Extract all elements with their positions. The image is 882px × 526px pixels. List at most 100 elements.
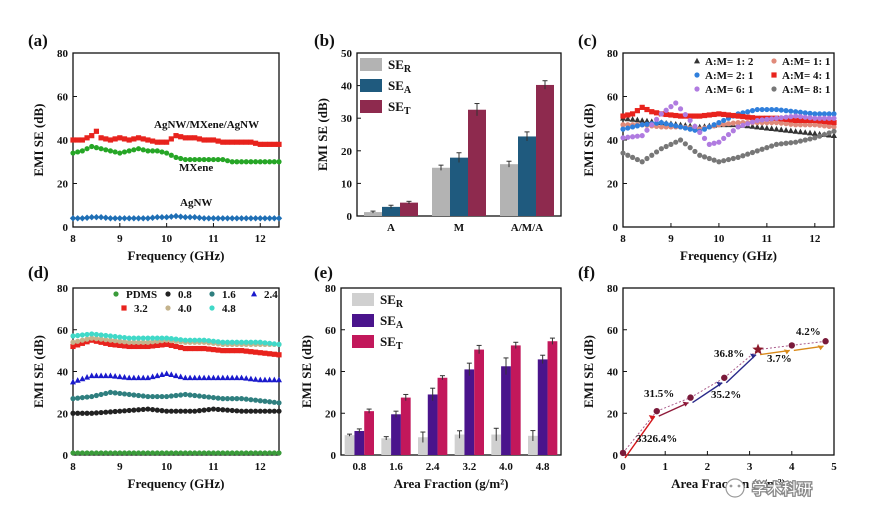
d-legend-label-5: 4.0 (178, 303, 192, 315)
panel-0-series-0-point-20 (164, 139, 170, 145)
panel-3-series-0-point-10 (117, 450, 123, 456)
panel-1-bar-2-1 (468, 109, 486, 216)
panel-3-series-3-point-29 (205, 374, 212, 381)
panel-3-series-4-point-18 (154, 342, 160, 349)
panel-2-series-2-point-29 (759, 106, 765, 113)
panel-0-series-1-point-14 (135, 146, 142, 152)
panel-0-series-2-point-44 (275, 215, 283, 222)
panel-1-category-label-1: M (454, 222, 465, 234)
panel-3-series-3-point-11 (121, 374, 128, 380)
panel-3-series-3-point-38 (247, 375, 254, 382)
panel-3-series-0-point-43 (271, 450, 277, 456)
panel-1-bar-0-1 (432, 167, 450, 216)
f-arrowhead-2 (682, 401, 689, 407)
panel-0-series-2-point-8 (107, 215, 114, 222)
panel-3-series-1-point-36 (238, 408, 245, 414)
panel-0-series-1-point-19 (159, 149, 165, 155)
panel-3-series-0-point-26 (192, 450, 198, 456)
panel-3-series-4-point-39 (252, 349, 259, 355)
panel-2-series-5-point-26 (745, 151, 751, 157)
panel-2-series-2-point-19 (711, 122, 717, 128)
d-legend-label-1: 0.8 (178, 289, 192, 301)
d-legend-label-6: 4.8 (222, 303, 236, 315)
panel-2-series-2-point-11 (673, 123, 679, 129)
panel-3-series-4-point-26 (192, 345, 198, 352)
panel-2-series-5-point-16 (697, 152, 703, 158)
panel-2-series-4-point-19 (711, 140, 717, 146)
panel-2-series-2-point-37 (797, 109, 804, 115)
panel-0-series-1-point-15 (140, 147, 146, 153)
panel-2-series-3-point-21 (721, 111, 727, 118)
panel-3-series-1-point-29 (206, 406, 212, 413)
panel-2-series-0-point-34 (783, 127, 790, 133)
panel-3-series-1-point-38 (248, 408, 254, 414)
panel-3-series-2-point-9 (112, 390, 118, 396)
panel-2-series-2-point-31 (769, 106, 775, 113)
panel-3-series-4-point-41 (262, 350, 268, 356)
panel-3-series-6-point-8 (107, 333, 114, 339)
panel-0-series-0-point-1 (75, 137, 81, 143)
d-legend-marker-3 (251, 290, 257, 297)
panel-0-series-1-point-3 (84, 146, 90, 152)
panel-4-bar-2-3 (474, 349, 484, 455)
panel-0-series-0-point-17 (149, 138, 156, 144)
panel-0-series-2-point-6 (97, 214, 105, 221)
panel-2-series-5-point-0 (620, 150, 626, 156)
panel-3-ytick-label-4: 80 (57, 283, 69, 295)
panel-2-series-3-point-10 (668, 112, 674, 118)
panel-3-series-4-point-36 (238, 348, 245, 354)
f-dotted-3 (690, 377, 725, 399)
panel-0-series-2-point-10 (116, 215, 124, 222)
panel-4-bar-1-3 (464, 369, 475, 455)
panel-2-series-4-point-15 (692, 123, 698, 130)
panel-3-series-2-point-27 (196, 393, 203, 399)
panel-1-legend-swatch-0 (360, 58, 382, 71)
panel-3-series-4-point-1 (75, 342, 81, 348)
panel-0-series-2-point-18 (154, 214, 161, 221)
panel-2-series-2-point-0 (620, 126, 626, 132)
panel-3-series-4-point-29 (206, 346, 212, 352)
panel-2-xtick-label-1: 9 (668, 233, 674, 245)
panel-3-series-6-point-41 (262, 340, 268, 346)
panel-3-letter: (d) (28, 263, 49, 282)
panel-3-series-5-point-0 (70, 339, 76, 345)
panel-1-bar-2-2 (536, 84, 554, 216)
panel-2-ytick-label-3: 60 (607, 92, 619, 104)
panel-0-series-1-point-40 (257, 159, 263, 165)
c-legend-marker-3 (771, 72, 777, 78)
panel-3-series-0-point-37 (243, 450, 249, 456)
panel-0-series-1-point-10 (117, 150, 123, 156)
panel-1-ytick-label-0: 0 (347, 211, 353, 223)
panel-3-series-6-point-43 (271, 341, 277, 347)
panel-4-category-label-3: 3.2 (462, 461, 476, 473)
panel-3-series-0-point-28 (201, 450, 207, 456)
panel-3-series-5-point-16 (145, 339, 151, 345)
panel-2-series-2-point-15 (692, 127, 698, 133)
panel-0-series-2-point-15 (140, 215, 147, 222)
panel-3-series-1-point-7 (103, 409, 109, 415)
panel-4-legend-swatch-2 (352, 335, 374, 348)
panel-0-ytick-label-3: 60 (57, 92, 69, 104)
panel-4-category-label-4: 4.0 (499, 461, 513, 473)
panel-2-series-1-point-8 (658, 124, 664, 130)
panel-3-series-4-point-38 (248, 349, 254, 355)
panel-0-series-2-point-35 (233, 215, 241, 222)
panel-3-series-5-point-14 (135, 339, 142, 345)
panel-3-series-3-point-34 (229, 374, 236, 381)
panel-3-series-4-point-31 (215, 347, 221, 353)
panel-2-series-2-point-14 (687, 126, 693, 132)
panel-2-series-5-point-15 (692, 148, 698, 155)
d-legend-label-4: 3.2 (134, 303, 148, 315)
panel-3-series-2-point-18 (154, 393, 160, 400)
d-legend-label-3: 2.4 (264, 289, 278, 301)
panel-2-series-3-point-39 (807, 117, 813, 124)
panel-0-series-0-point-41 (262, 141, 268, 147)
panel-2-series-5-point-7 (653, 149, 660, 155)
panel-0-series-0-point-25 (187, 135, 193, 141)
panel-3-series-3-point-37 (243, 375, 250, 381)
panel-0-series-1-point-32 (220, 156, 226, 163)
panel-2-series-5-point-5 (644, 155, 650, 162)
f-arrow-3 (692, 382, 723, 404)
panel-3-series-2-point-12 (126, 391, 132, 398)
panel-3-series-1-point-33 (224, 407, 231, 413)
